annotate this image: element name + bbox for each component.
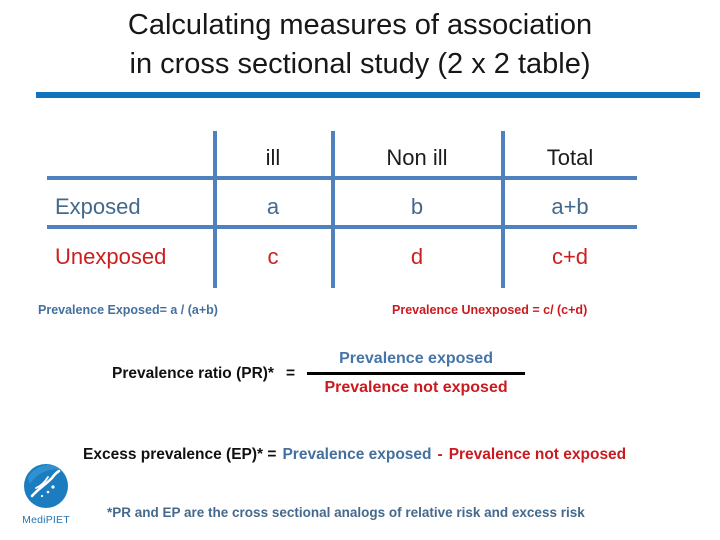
table-column-divider-3	[501, 131, 505, 288]
logo-globe-icon	[24, 464, 68, 508]
fraction-bar	[307, 372, 526, 375]
col-header-nonill: Non ill	[386, 145, 448, 170]
cell-unexposed-nonill: d	[410, 244, 424, 269]
footnote: *PR and EP are the cross sectional analo…	[107, 505, 585, 520]
row-label-exposed: Exposed	[55, 194, 141, 219]
ep-equation: Excess prevalence (EP)* = Prevalence exp…	[83, 446, 626, 464]
cell-exposed-ill: a	[266, 194, 280, 219]
ep-equation-label: Excess prevalence (EP)* =	[83, 446, 277, 463]
col-header-ill: ill	[265, 145, 281, 170]
pr-denominator: Prevalence not exposed	[324, 379, 508, 396]
pr-equation-equals: =	[285, 364, 296, 382]
pr-numerator: Prevalence exposed	[339, 350, 493, 367]
pr-fraction: Prevalence exposed Prevalence not expose…	[307, 350, 526, 397]
pr-equation: Prevalence ratio (PR)* = Prevalence expo…	[112, 350, 526, 397]
table-column-divider-1	[213, 131, 217, 288]
slide-title: Calculating measures of association in c…	[0, 6, 720, 84]
table-row-divider-2	[47, 225, 637, 229]
cell-exposed-total: a+b	[551, 194, 589, 219]
cell-exposed-nonill: b	[410, 194, 424, 219]
ep-term-not-exposed: Prevalence not exposed	[448, 446, 627, 463]
cell-unexposed-ill: c	[267, 244, 279, 269]
ep-term-exposed: Prevalence exposed	[282, 446, 432, 463]
ep-minus-sign: -	[437, 446, 443, 463]
prevalence-unexposed-formula: Prevalence Unexposed = c/ (c+d)	[392, 303, 588, 317]
col-header-total: Total	[546, 145, 594, 170]
table-column-divider-2	[331, 131, 335, 288]
pr-equation-label: Prevalence ratio (PR)*	[112, 364, 274, 382]
title-underline	[36, 92, 700, 98]
row-label-unexposed: Unexposed	[55, 244, 167, 269]
table-row-divider-1	[47, 176, 637, 180]
slide-title-line-1: Calculating measures of association	[127, 9, 593, 41]
logo-text: MediPIET	[22, 514, 70, 526]
cell-unexposed-total: c+d	[551, 244, 589, 269]
prevalence-exposed-formula: Prevalence Exposed= a / (a+b)	[38, 303, 218, 317]
slide-title-line-2: in cross sectional study (2 x 2 table)	[129, 48, 591, 80]
medipiet-logo: MediPIET	[12, 462, 80, 526]
